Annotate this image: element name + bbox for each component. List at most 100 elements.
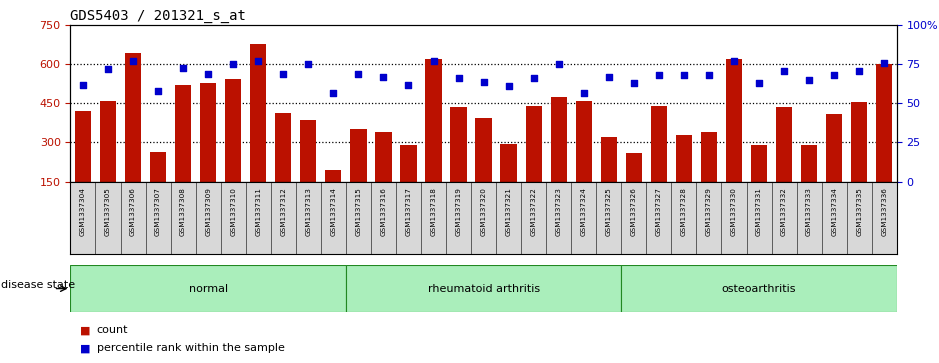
Bar [550,97,567,220]
Text: count: count [97,325,129,335]
Bar [325,170,342,220]
Text: GDS5403 / 201321_s_at: GDS5403 / 201321_s_at [70,9,246,23]
FancyBboxPatch shape [622,265,897,312]
Bar [851,102,868,220]
Text: GSM1337333: GSM1337333 [806,187,812,236]
Text: osteoarthritis: osteoarthritis [722,284,796,294]
Text: GSM1337304: GSM1337304 [80,187,86,236]
Text: GSM1337322: GSM1337322 [531,187,537,236]
Point [126,58,141,64]
Point [376,74,391,80]
Bar [776,107,793,220]
Point [826,73,841,78]
Text: GSM1337331: GSM1337331 [756,187,762,236]
Point [276,71,291,77]
Point [451,76,466,81]
Text: GSM1337324: GSM1337324 [580,187,587,236]
Point [751,80,766,86]
Point [852,68,867,74]
Point [577,90,592,95]
Bar [801,145,817,220]
Bar [625,153,642,220]
Text: GSM1337313: GSM1337313 [305,187,312,236]
Point [652,73,667,78]
Bar [526,106,542,220]
Text: GSM1337335: GSM1337335 [856,187,862,236]
Bar [826,114,842,220]
Text: ■: ■ [80,343,90,354]
Text: GSM1337308: GSM1337308 [180,187,186,236]
Bar [376,132,392,220]
Point [526,76,541,81]
Point [877,60,892,66]
Point [225,61,240,68]
Point [476,79,491,85]
Point [251,58,266,64]
Text: GSM1337307: GSM1337307 [155,187,162,236]
Bar [676,135,692,220]
Bar [225,79,241,220]
Bar [751,145,767,220]
Bar [100,101,116,220]
Point [777,68,792,74]
Text: GSM1337332: GSM1337332 [781,187,787,236]
Bar [726,59,742,220]
Text: GSM1337326: GSM1337326 [631,187,637,236]
Text: GSM1337305: GSM1337305 [105,187,111,236]
Bar [350,130,366,220]
Bar [250,44,267,220]
Text: GSM1337336: GSM1337336 [881,187,887,236]
Bar [175,85,192,220]
Bar [300,121,316,220]
Text: GSM1337318: GSM1337318 [430,187,437,236]
Text: GSM1337319: GSM1337319 [455,187,462,236]
Bar [400,145,417,220]
Point [727,58,742,64]
Text: GSM1337317: GSM1337317 [406,187,411,236]
Text: GSM1337315: GSM1337315 [355,187,362,236]
Bar [150,152,166,220]
Text: GSM1337311: GSM1337311 [255,187,261,236]
Text: rheumatoid arthritis: rheumatoid arthritis [427,284,540,294]
FancyBboxPatch shape [70,265,346,312]
Point [676,73,691,78]
Point [100,66,115,72]
Point [601,74,616,80]
Text: GSM1337320: GSM1337320 [481,187,486,236]
Text: GSM1337323: GSM1337323 [556,187,562,236]
Bar [700,132,717,220]
Text: GSM1337328: GSM1337328 [681,187,687,236]
Bar [876,65,892,220]
Text: GSM1337310: GSM1337310 [230,187,237,236]
Bar [500,144,516,220]
Text: GSM1337330: GSM1337330 [731,187,737,236]
Bar [75,111,91,220]
Text: ■: ■ [80,325,90,335]
Text: normal: normal [189,284,228,294]
Point [201,71,216,77]
Point [551,61,566,68]
Text: GSM1337312: GSM1337312 [280,187,286,236]
FancyBboxPatch shape [346,265,622,312]
Bar [601,137,617,220]
Bar [475,118,492,220]
Point [351,71,366,77]
Point [626,80,641,86]
Bar [451,107,467,220]
Point [501,83,516,89]
Point [176,65,191,70]
Point [701,73,716,78]
Point [802,77,817,83]
Text: GSM1337321: GSM1337321 [505,187,512,236]
Text: GSM1337314: GSM1337314 [331,187,336,236]
Text: GSM1337334: GSM1337334 [831,187,838,236]
Bar [576,101,592,220]
Bar [200,83,216,220]
Text: GSM1337329: GSM1337329 [706,187,712,236]
Point [75,82,90,87]
Bar [651,106,667,220]
Point [401,82,416,87]
Text: GSM1337327: GSM1337327 [655,187,662,236]
Text: GSM1337316: GSM1337316 [380,187,387,236]
Text: GSM1337306: GSM1337306 [130,187,136,236]
